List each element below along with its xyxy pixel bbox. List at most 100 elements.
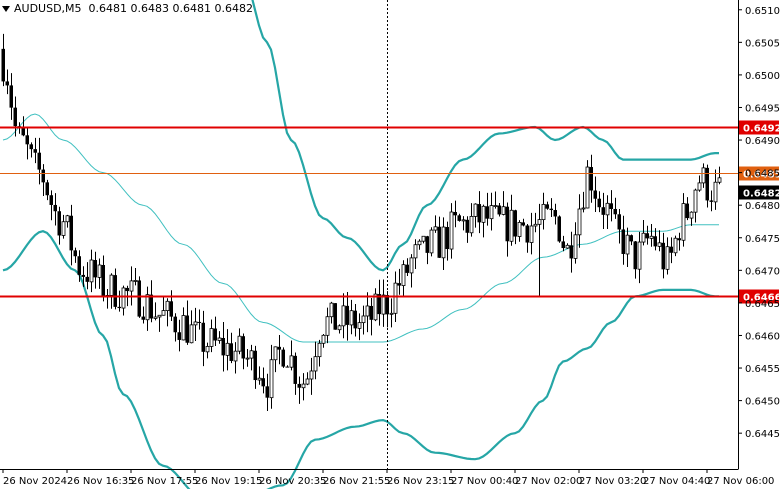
candle[interactable] [701,163,706,188]
candle[interactable] [105,289,110,309]
candle[interactable] [657,230,662,252]
candle[interactable] [401,260,406,297]
candle[interactable] [357,313,362,341]
candle[interactable] [601,192,606,229]
candle[interactable] [525,223,530,253]
candle[interactable] [581,191,586,213]
candle[interactable] [141,306,146,324]
candle[interactable] [273,346,278,373]
candle[interactable] [521,218,526,227]
candle[interactable] [361,305,366,335]
candle[interactable] [93,251,98,289]
candle[interactable] [321,334,326,348]
candle[interactable] [81,266,86,287]
candle[interactable] [497,203,502,217]
candle[interactable] [677,232,682,251]
candle[interactable] [165,298,170,327]
candle[interactable] [145,286,150,331]
candle[interactable] [341,293,346,339]
candle[interactable] [417,239,422,250]
candle[interactable] [405,258,410,276]
candle[interactable] [625,227,630,267]
candle[interactable] [689,211,694,226]
candle[interactable] [129,266,134,306]
candle[interactable] [409,254,414,288]
candle[interactable] [33,137,38,164]
candle[interactable] [57,206,62,245]
candle[interactable] [493,191,498,209]
candle[interactable] [381,279,386,327]
candle[interactable] [177,319,182,352]
candle[interactable] [201,310,206,367]
candle[interactable] [41,164,46,196]
candle[interactable] [13,96,18,137]
candle[interactable] [289,340,294,371]
candle[interactable] [5,69,10,95]
candle[interactable] [373,288,378,322]
candle[interactable] [413,239,418,270]
candle[interactable] [37,137,42,185]
candle[interactable] [1,33,6,87]
candle[interactable] [221,321,226,372]
candle[interactable] [229,332,234,364]
candle[interactable] [513,209,518,245]
candle[interactable] [257,366,262,385]
candle[interactable] [653,228,658,251]
candle[interactable] [133,268,138,286]
candle[interactable] [453,200,458,228]
candle[interactable] [49,190,54,221]
candle[interactable] [365,292,370,333]
candle[interactable] [317,339,322,367]
candle[interactable] [189,310,194,344]
candle[interactable] [629,234,634,246]
candle[interactable] [649,224,654,247]
candle[interactable] [389,298,394,328]
candle[interactable] [489,192,494,231]
candle[interactable] [693,188,698,223]
candle[interactable] [293,352,298,395]
candle[interactable] [241,333,246,370]
candle[interactable] [469,203,474,237]
candle[interactable] [185,300,190,345]
candle[interactable] [25,127,30,160]
candle[interactable] [445,221,450,261]
candle[interactable] [441,217,446,271]
candle[interactable] [665,237,670,275]
candle[interactable] [485,192,490,226]
candle[interactable] [697,175,702,192]
candle[interactable] [345,291,350,341]
candle[interactable] [377,279,382,326]
candle[interactable] [157,314,162,332]
candle[interactable] [169,290,174,321]
candle[interactable] [97,258,102,289]
candle[interactable] [53,193,58,226]
candle[interactable] [85,262,90,290]
candle[interactable] [473,203,478,228]
candle[interactable] [269,344,274,409]
candle[interactable] [569,231,574,273]
candle[interactable] [593,176,598,212]
candle[interactable] [517,220,522,242]
candle[interactable] [237,328,242,355]
candle[interactable] [437,216,442,259]
candle[interactable] [541,192,546,230]
candle[interactable] [45,179,50,201]
candle[interactable] [557,215,562,243]
candle[interactable] [9,73,14,120]
candle[interactable] [709,190,714,212]
candle[interactable] [537,203,542,296]
candle[interactable] [449,203,454,259]
candle[interactable] [225,329,230,371]
candle[interactable] [325,307,330,344]
candle[interactable] [561,235,566,252]
candle[interactable] [613,197,618,219]
candle[interactable] [641,219,646,246]
candle[interactable] [121,285,126,316]
candle[interactable] [461,216,466,231]
candle[interactable] [153,302,158,321]
candle[interactable] [29,142,34,158]
candle[interactable] [509,194,514,246]
candle[interactable] [149,280,154,323]
candle[interactable] [433,215,438,233]
candle[interactable] [265,373,270,412]
